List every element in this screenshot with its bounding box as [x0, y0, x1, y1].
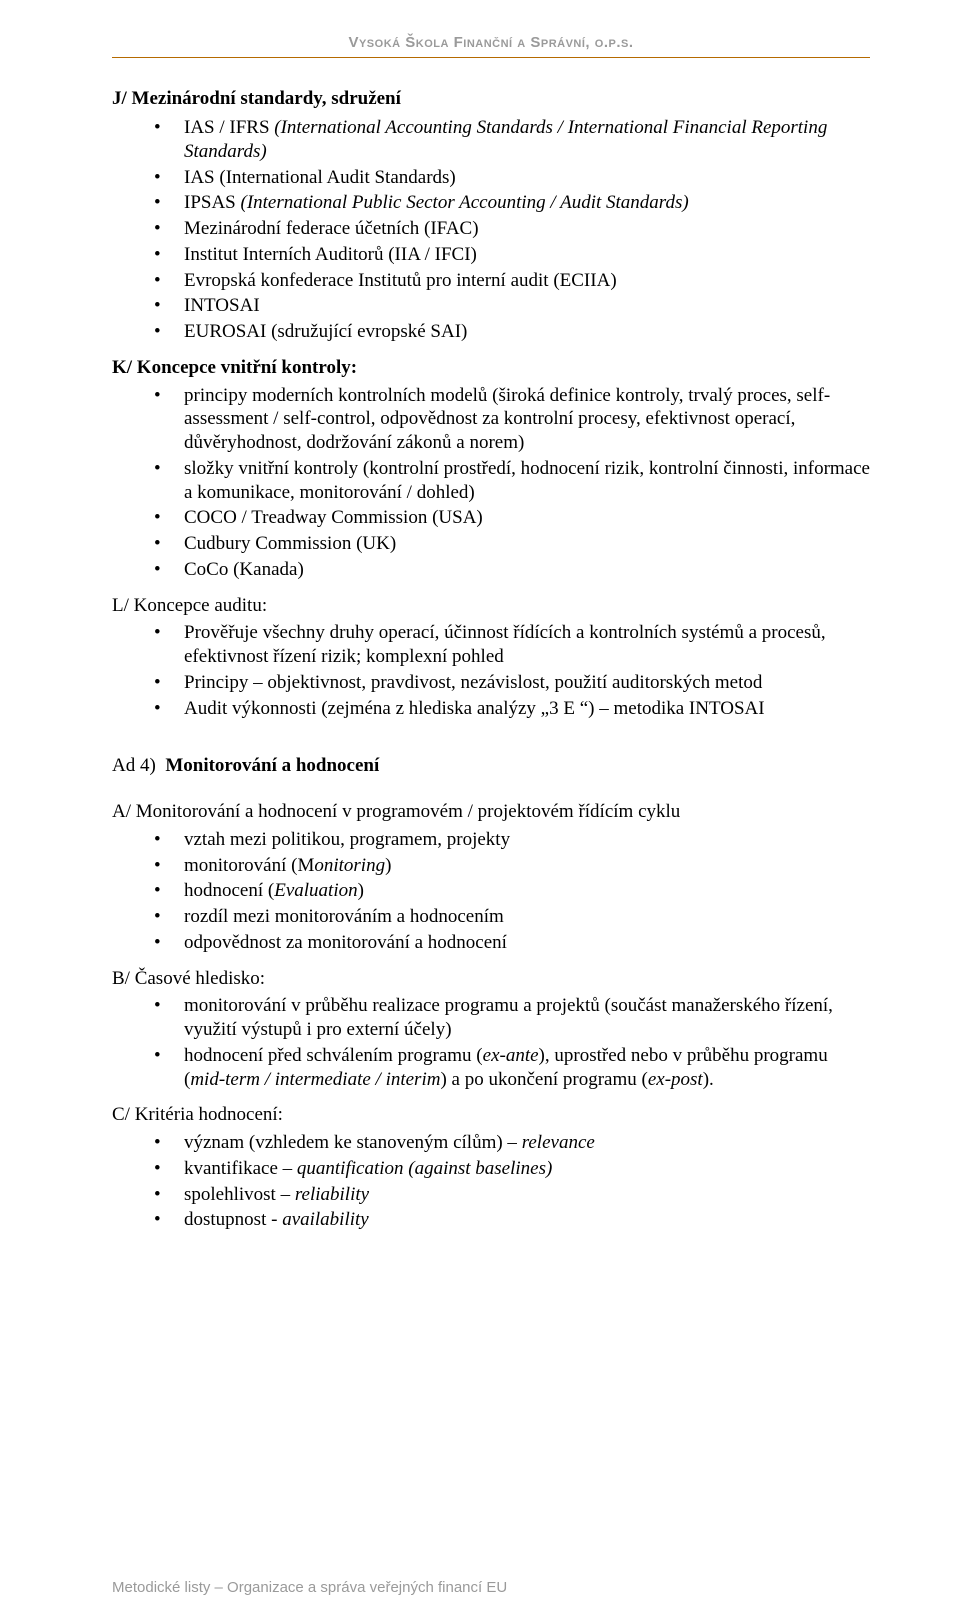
list-item: význam (vzhledem ke stanoveným cílům) – …: [154, 1131, 870, 1155]
list-item: COCO / Treadway Commission (USA): [154, 506, 870, 530]
list-item: EUROSAI (sdružující evropské SAI): [154, 320, 870, 344]
page-header: Vysoká Škola Finanční a Správní, o.p.s.: [112, 34, 870, 51]
list-item: vztah mezi politikou, programem, projekt…: [154, 828, 870, 852]
section-k-list: principy moderních kontrolních modelů (š…: [112, 384, 870, 582]
ad4-title: Monitorování a hodnocení: [165, 755, 379, 776]
list-item: Prověřuje všechny druhy operací, účinnos…: [154, 621, 870, 669]
list-item: Principy – objektivnost, pravdivost, nez…: [154, 671, 870, 695]
list-item: IAS / IFRS (International Accounting Sta…: [154, 116, 870, 164]
list-item: Cudbury Commission (UK): [154, 532, 870, 556]
section-l-list: Prověřuje všechny druhy operací, účinnos…: [112, 621, 870, 720]
section-j-heading: J/ Mezinárodní standardy, sdružení: [112, 88, 870, 110]
header-rule: [112, 57, 870, 58]
section-j-list: IAS / IFRS (International Accounting Sta…: [112, 116, 870, 344]
page-footer: Metodické listy – Organizace a správa ve…: [112, 1579, 507, 1596]
section-b-list: monitorování v průběhu realizace program…: [112, 994, 870, 1091]
list-item: odpovědnost za monitorování a hodnocení: [154, 931, 870, 955]
list-item: rozdíl mezi monitorováním a hodnocením: [154, 905, 870, 929]
list-item: dostupnost - availability: [154, 1208, 870, 1232]
list-item: principy moderních kontrolních modelů (š…: [154, 384, 870, 455]
list-item: monitorování (Monitoring): [154, 854, 870, 878]
list-item: hodnocení (Evaluation): [154, 879, 870, 903]
ad4-heading: Ad 4) Monitorování a hodnocení: [112, 754, 870, 778]
section-a-heading: A/ Monitorování a hodnocení v programové…: [112, 800, 870, 824]
section-k-heading: K/ Koncepce vnitřní kontroly:: [112, 356, 870, 380]
list-item: hodnocení před schválením programu (ex-a…: [154, 1044, 870, 1092]
section-c-list: význam (vzhledem ke stanoveným cílům) – …: [112, 1131, 870, 1232]
section-c-heading: C/ Kritéria hodnocení:: [112, 1103, 870, 1127]
list-item: INTOSAI: [154, 294, 870, 318]
list-item: IPSAS (International Public Sector Accou…: [154, 191, 870, 215]
list-item: Institut Interních Auditorů (IIA / IFCI): [154, 243, 870, 267]
section-b-heading: B/ Časové hledisko:: [112, 967, 870, 991]
page: Vysoká Škola Finanční a Správní, o.p.s. …: [0, 0, 960, 1622]
section-a-list: vztah mezi politikou, programem, projekt…: [112, 828, 870, 955]
section-l-heading: L/ Koncepce auditu:: [112, 594, 870, 618]
list-item: složky vnitřní kontroly (kontrolní prost…: [154, 457, 870, 505]
section-k-label: K/ Koncepce vnitřní kontroly:: [112, 357, 357, 378]
ad4-prefix: Ad 4): [112, 755, 165, 776]
section-j-label: J/ Mezinárodní standardy, sdružení: [112, 88, 401, 109]
list-item: Evropská konfederace Institutů pro inter…: [154, 269, 870, 293]
list-item: Mezinárodní federace účetních (IFAC): [154, 217, 870, 241]
list-item: kvantifikace – quantification (against b…: [154, 1157, 870, 1181]
list-item: IAS (International Audit Standards): [154, 166, 870, 190]
list-item: CoCo (Kanada): [154, 558, 870, 582]
list-item: Audit výkonnosti (zejména z hlediska ana…: [154, 697, 870, 721]
list-item: monitorování v průběhu realizace program…: [154, 994, 870, 1042]
list-item: spolehlivost – reliability: [154, 1183, 870, 1207]
